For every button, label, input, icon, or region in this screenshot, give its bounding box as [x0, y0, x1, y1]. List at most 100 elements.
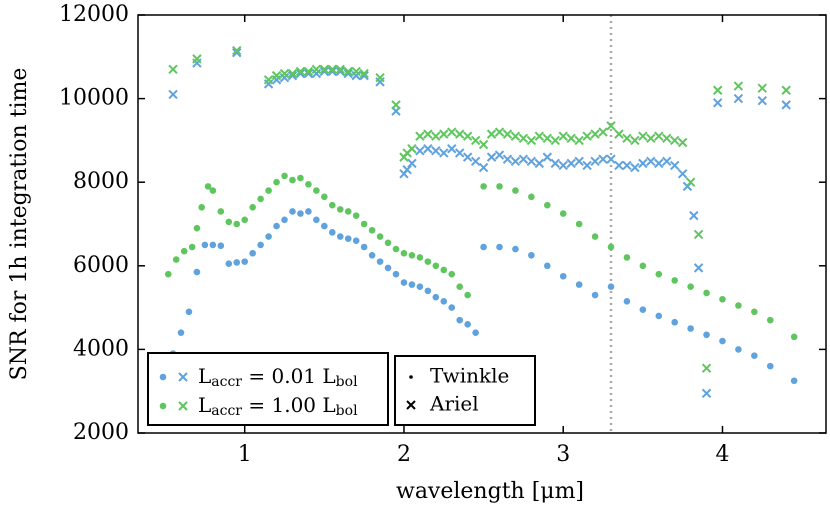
point: [558, 160, 568, 171]
point: [295, 66, 306, 77]
point: [622, 160, 632, 171]
point: [233, 259, 241, 266]
point: [289, 176, 296, 184]
legend-dot: [159, 402, 167, 410]
point: [590, 129, 600, 139]
point: [172, 256, 180, 263]
point: [510, 131, 521, 141]
y-axis-label: SNR for 1h integration time: [7, 68, 32, 381]
point: [528, 252, 535, 259]
point: [297, 174, 304, 182]
point: [359, 68, 369, 79]
point: [368, 252, 376, 259]
point: [598, 154, 608, 164]
point: [287, 70, 298, 81]
point: [392, 245, 400, 253]
point: [543, 262, 551, 270]
y-tick-label: 12000: [59, 2, 129, 27]
y-tick-label: 6000: [73, 253, 129, 278]
plot-frame: [137, 14, 827, 434]
point: [454, 148, 465, 158]
y-tick-label: 8000: [73, 169, 129, 194]
point: [456, 316, 464, 324]
point: [582, 160, 592, 171]
point: [526, 135, 537, 146]
point: [766, 316, 774, 324]
legend-label-part: bol: [336, 403, 358, 419]
point: [496, 243, 503, 251]
point: [423, 129, 433, 139]
point: [470, 135, 481, 146]
point: [177, 329, 185, 336]
point: [447, 144, 457, 154]
point: [321, 193, 328, 201]
point: [287, 68, 298, 79]
point: [781, 100, 791, 110]
point: [607, 283, 615, 291]
point: [534, 131, 545, 141]
point: [400, 249, 408, 257]
legend-dot: [159, 373, 167, 381]
point: [305, 180, 312, 188]
point: [607, 243, 615, 251]
point: [735, 302, 742, 309]
point: [209, 187, 217, 194]
point: [662, 156, 672, 167]
point: [630, 162, 640, 173]
point: [263, 75, 274, 85]
point: [550, 158, 560, 169]
point: [542, 133, 553, 144]
point: [598, 127, 608, 137]
point: [335, 64, 345, 75]
point: [188, 243, 196, 251]
point: [281, 172, 288, 180]
point: [486, 129, 497, 139]
x-tick-label: 3: [556, 442, 570, 467]
point: [751, 308, 758, 316]
point: [486, 152, 497, 162]
point: [343, 66, 353, 77]
point: [623, 298, 631, 305]
point: [448, 304, 456, 311]
point: [677, 169, 688, 179]
legend-dot: [409, 375, 413, 379]
point: [559, 272, 567, 280]
point: [639, 306, 647, 313]
point: [439, 148, 449, 158]
point: [542, 152, 553, 162]
point: [440, 266, 448, 274]
point: [687, 283, 694, 291]
point: [168, 64, 178, 75]
point: [375, 72, 385, 83]
point: [462, 131, 473, 141]
point: [512, 187, 519, 194]
point: [591, 291, 599, 299]
point: [671, 277, 679, 284]
point: [733, 81, 744, 91]
point: [510, 156, 521, 167]
point: [703, 331, 710, 339]
point: [566, 158, 576, 169]
point: [431, 146, 441, 156]
point: [209, 241, 217, 249]
point: [336, 233, 344, 240]
point: [440, 298, 448, 305]
point: [448, 270, 456, 278]
point: [464, 291, 471, 299]
point: [343, 68, 353, 79]
point: [233, 220, 241, 228]
point: [193, 224, 201, 232]
point: [311, 64, 322, 75]
point: [336, 206, 344, 213]
point: [257, 195, 264, 203]
point: [512, 245, 519, 253]
point: [439, 129, 449, 139]
point: [606, 154, 616, 164]
point: [273, 178, 280, 186]
point: [575, 220, 583, 228]
legend-label-part: accr: [211, 374, 242, 390]
point: [766, 362, 774, 370]
point: [217, 242, 225, 250]
point: [454, 129, 465, 139]
point: [677, 137, 688, 148]
